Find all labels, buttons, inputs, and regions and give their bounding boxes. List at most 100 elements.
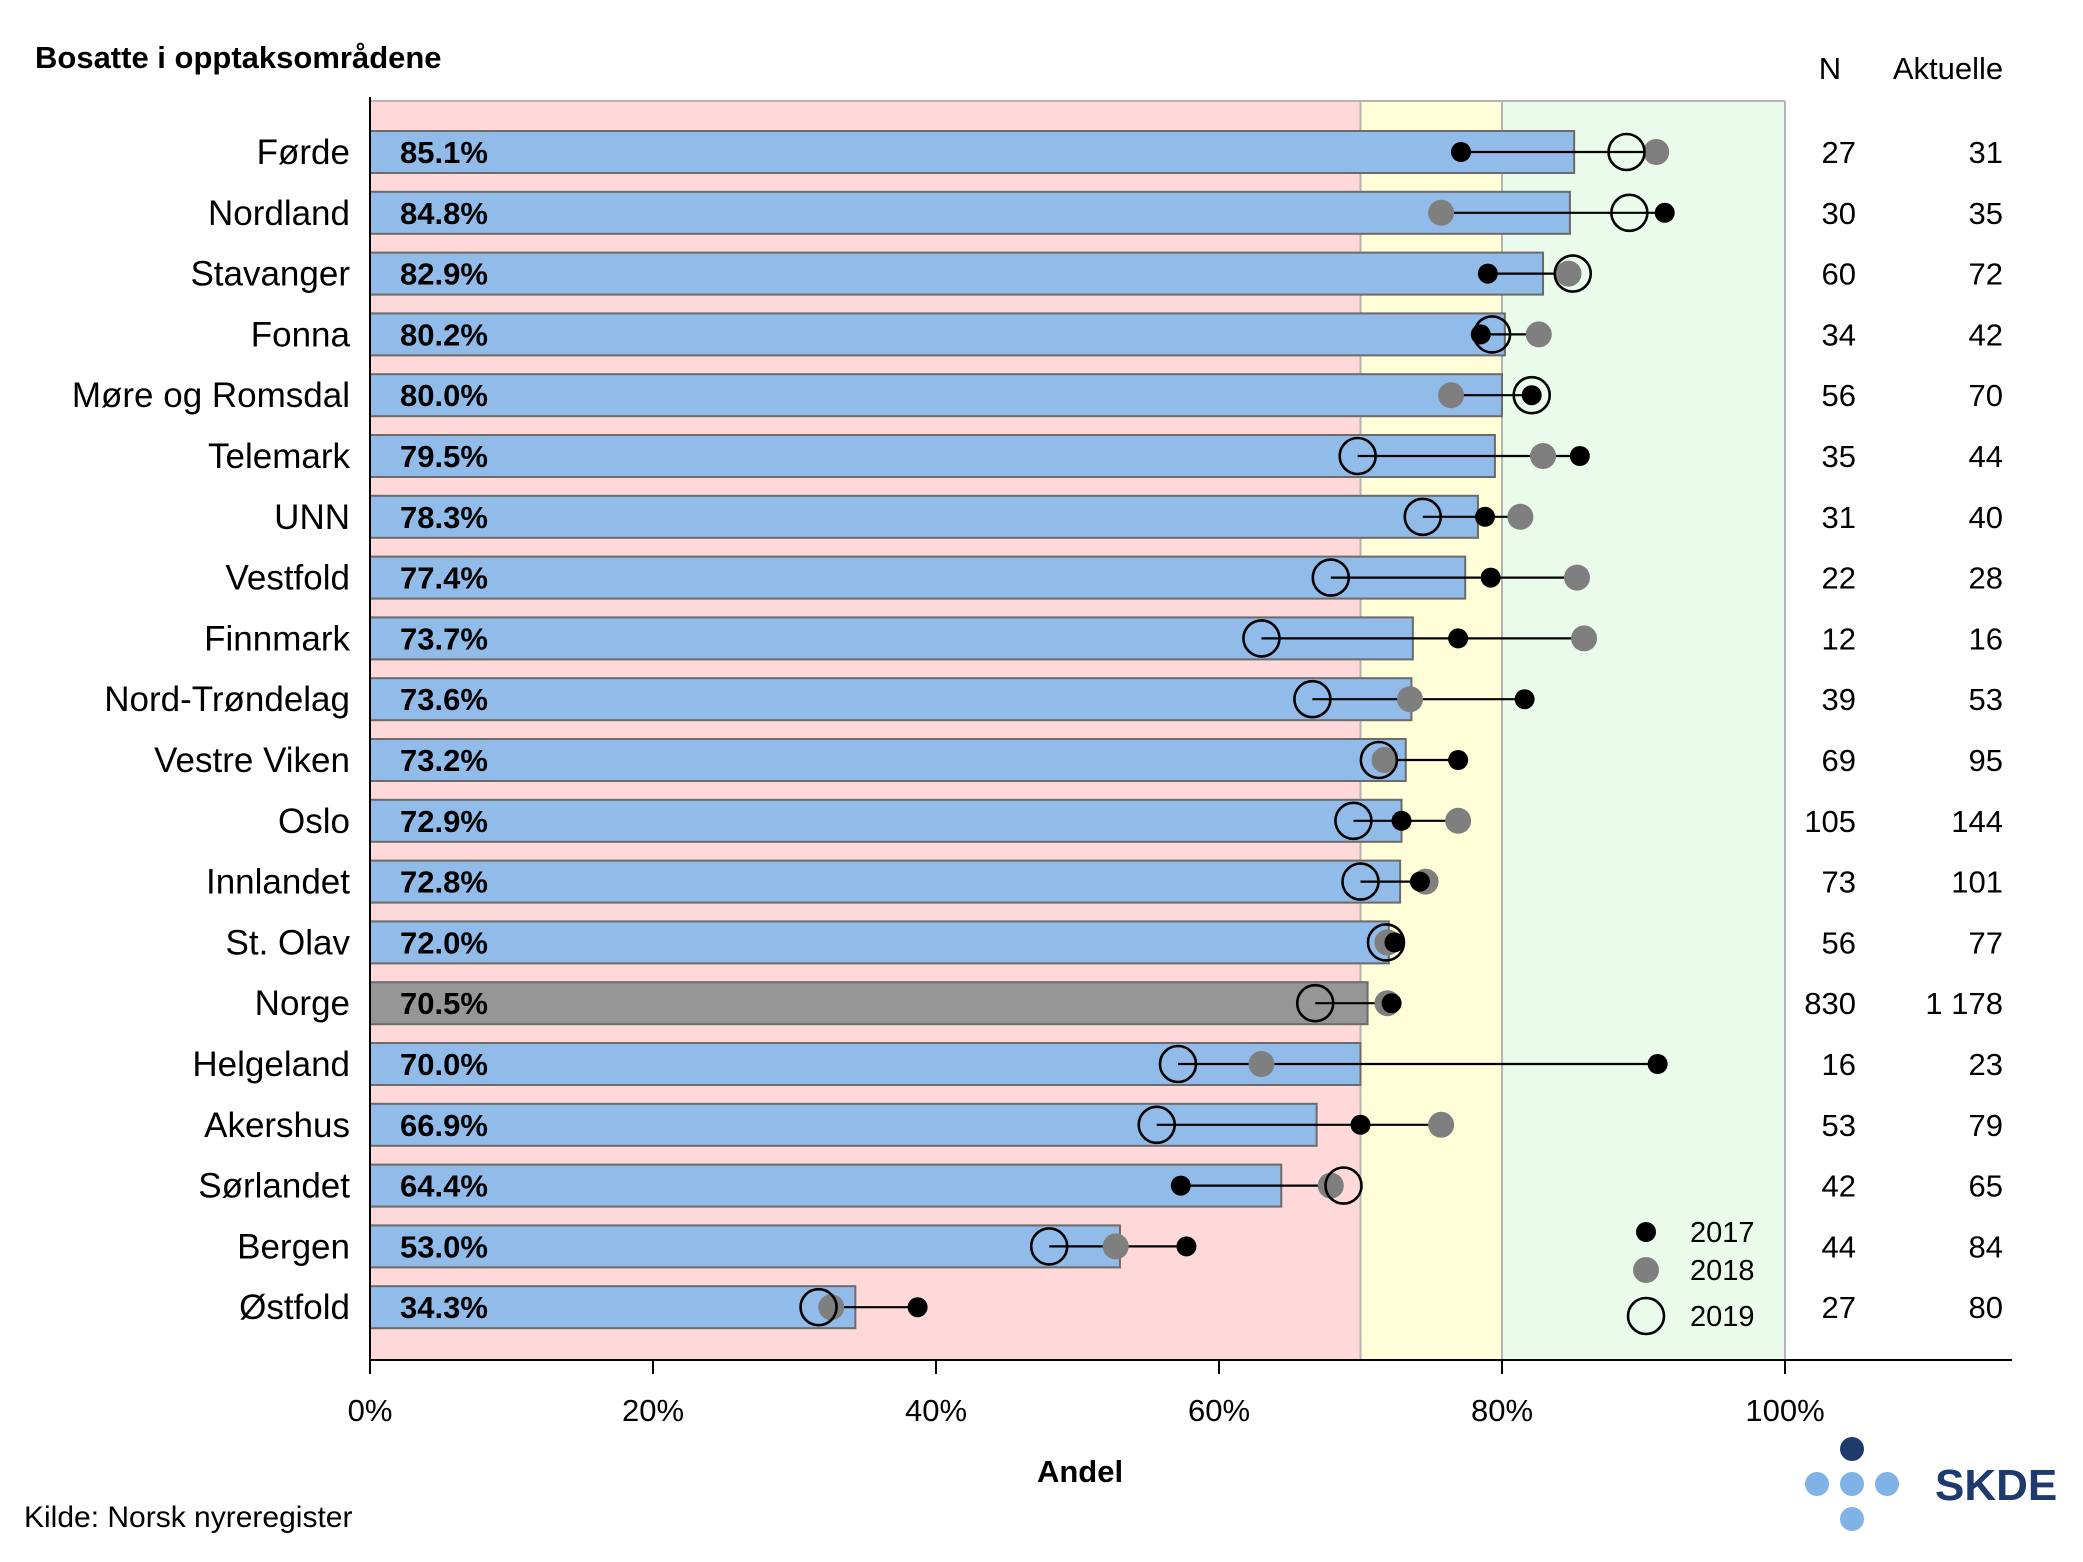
marker-2017	[1450, 142, 1471, 162]
bar-value-label: 72.0%	[400, 925, 488, 960]
category-label: Helgeland	[192, 1045, 350, 1084]
x-axis-title: Andel	[1037, 1454, 1123, 1489]
bar-value-label: 82.9%	[400, 257, 488, 292]
bar-national	[369, 981, 1369, 1026]
bar	[369, 373, 1503, 418]
n-value: 44	[1822, 1229, 1856, 1264]
category-label: Østfold	[239, 1288, 350, 1327]
category-label: Akershus	[204, 1106, 350, 1145]
bar	[369, 859, 1402, 904]
aktuelle-value: 44	[1969, 439, 2003, 474]
aktuelle-value: 35	[1969, 196, 2003, 231]
aktuelle-value: 23	[1969, 1047, 2003, 1082]
n-value: 27	[1822, 135, 1856, 170]
marker-2018	[1507, 503, 1534, 530]
aktuelle-value: 77	[1969, 925, 2003, 960]
category-label: Vestre Viken	[154, 741, 350, 780]
bar-value-label: 53.0%	[400, 1229, 488, 1264]
n-value: 34	[1822, 317, 1856, 352]
legend-label: 2017	[1690, 1217, 1755, 1249]
n-value: 56	[1822, 378, 1856, 413]
n-value: 27	[1822, 1290, 1856, 1325]
marker-2017	[1391, 810, 1412, 831]
legend: 2017 2018 2019	[1626, 1217, 1755, 1336]
marker-2018	[1525, 321, 1552, 348]
marker-2017	[1475, 506, 1496, 527]
marker-2017	[1448, 628, 1469, 649]
category-label: Norge	[255, 984, 350, 1023]
legend-label: 2019	[1690, 1301, 1755, 1333]
aktuelle-value: 80	[1969, 1290, 2003, 1325]
bar-value-label: 77.4%	[400, 561, 488, 596]
marker-2017	[1480, 567, 1501, 588]
bar	[369, 251, 1545, 296]
logo-dot	[1840, 1472, 1864, 1496]
bar-value-label: 70.0%	[400, 1047, 488, 1082]
bar	[369, 677, 1413, 722]
category-label: Fonna	[251, 315, 351, 354]
marker-2019	[1607, 132, 1646, 172]
n-value: 39	[1822, 682, 1856, 717]
aktuelle-column-header: Aktuelle	[1893, 51, 2003, 86]
category-label: Oslo	[278, 802, 350, 841]
skde-logo: SKDE	[1805, 1437, 2057, 1531]
logo-dot	[1805, 1472, 1829, 1496]
bar-value-label: 64.4%	[400, 1169, 488, 1204]
marker-2018	[1397, 686, 1424, 713]
marker-2018	[1530, 443, 1557, 469]
x-axis: 0% 20% 40% 60% 80% 100%	[348, 97, 2012, 1428]
bar-value-label: 70.5%	[400, 986, 488, 1021]
aktuelle-value: 95	[1969, 743, 2003, 778]
bar	[369, 494, 1479, 539]
legend-label: 2018	[1690, 1255, 1755, 1287]
category-label: Bergen	[237, 1227, 350, 1266]
logo-dot	[1875, 1472, 1899, 1496]
marker-2017	[1448, 750, 1469, 770]
marker-2019	[1137, 1105, 1177, 1145]
aktuelle-value: 101	[1951, 865, 2003, 900]
count-columns: 27 31 30 35 60 72 34 42 56 70 35 44 31 40 22 28 12 16 39 53…	[1804, 135, 2003, 1325]
marker-2018	[818, 1294, 845, 1321]
marker-2017	[1477, 263, 1498, 284]
marker-2017	[1384, 932, 1405, 953]
marker-2017	[1514, 689, 1535, 710]
marker-2017	[1654, 202, 1675, 223]
marker-2018	[1438, 382, 1465, 409]
aktuelle-value: 16	[1969, 621, 2003, 656]
marker-2019	[1553, 254, 1593, 293]
category-label: Nordland	[208, 194, 350, 233]
bar-value-label: 34.3%	[400, 1290, 488, 1325]
marker-2019	[1311, 558, 1351, 597]
category-label: Innlandet	[206, 863, 350, 902]
marker-2017	[1647, 1054, 1668, 1074]
bar-value-label: 80.2%	[400, 317, 488, 352]
n-value: 42	[1822, 1169, 1856, 1204]
aktuelle-value: 40	[1969, 500, 2003, 535]
logo-dot	[1840, 1437, 1864, 1461]
marker-2017	[1176, 1236, 1197, 1257]
marker-2019	[1293, 679, 1332, 719]
n-value: 105	[1804, 804, 1856, 839]
marker-2018	[1428, 199, 1455, 226]
legend-marker-2019	[1626, 1296, 1666, 1336]
marker-2019	[1295, 983, 1335, 1023]
zone-high	[1502, 101, 1785, 1360]
marker-2019	[1512, 375, 1552, 415]
n-value: 16	[1822, 1047, 1856, 1082]
category-label: UNN	[274, 498, 350, 537]
bar	[369, 190, 1571, 235]
bar-value-label: 73.6%	[400, 682, 488, 717]
zone-low	[370, 101, 1361, 1360]
n-value: 53	[1822, 1108, 1856, 1143]
marker-2018	[1571, 625, 1598, 652]
n-value: 56	[1822, 925, 1856, 960]
bar	[369, 555, 1467, 600]
n-value: 12	[1822, 621, 1856, 656]
aktuelle-value: 84	[1969, 1229, 2003, 1264]
marker-2018	[1371, 747, 1398, 773]
marker-2018	[1428, 1111, 1455, 1138]
marker-2017	[1409, 871, 1430, 892]
legend-marker-2017	[1636, 1222, 1656, 1242]
category-label: Stavanger	[190, 255, 350, 294]
